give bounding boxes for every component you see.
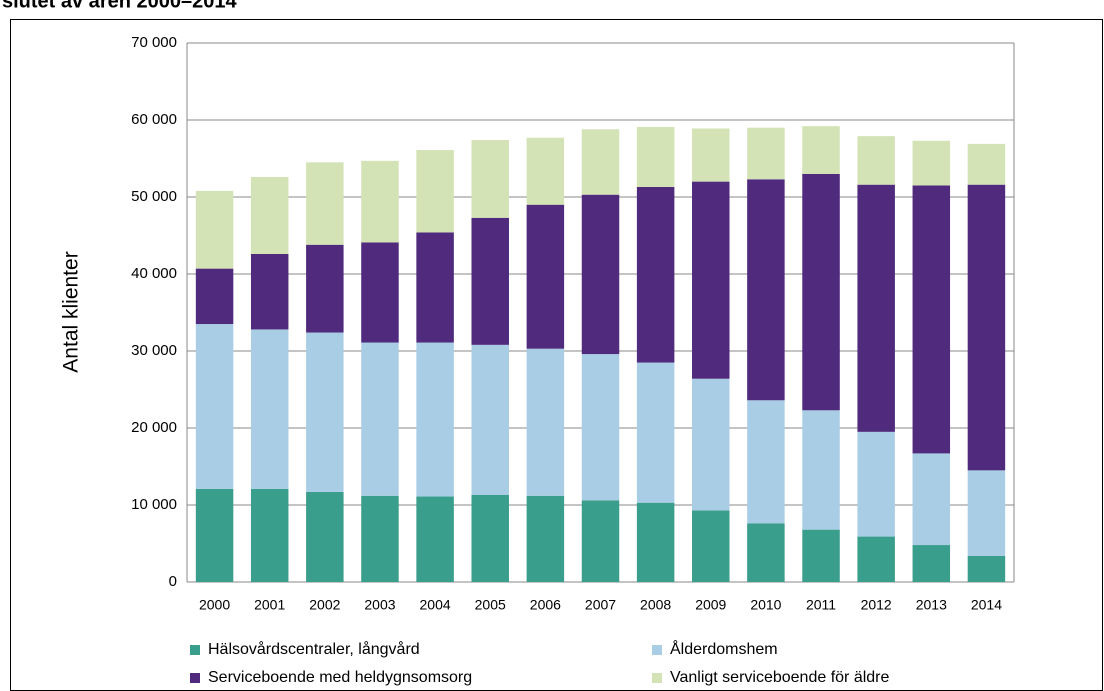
bar-segment bbox=[912, 140, 951, 186]
x-tick-label: 2011 bbox=[806, 597, 836, 613]
bar-segment bbox=[306, 244, 344, 333]
y-tick-label: 60 000 bbox=[131, 111, 177, 128]
x-tick-label: 2012 bbox=[861, 597, 892, 613]
bar-segment bbox=[802, 126, 840, 174]
bar-segment bbox=[802, 173, 840, 411]
bar-segment bbox=[581, 129, 620, 195]
x-tick-label: 2003 bbox=[364, 597, 395, 613]
bar-segment bbox=[581, 194, 620, 355]
bar-segment bbox=[967, 184, 1006, 471]
y-tick-label: 70 000 bbox=[131, 34, 177, 51]
bar-segment bbox=[912, 545, 951, 582]
x-tick-label: 2008 bbox=[640, 597, 671, 613]
bar-segment bbox=[747, 127, 785, 180]
bar-segment bbox=[912, 453, 951, 546]
bar-segment bbox=[636, 186, 675, 363]
y-tick-label: 20 000 bbox=[131, 419, 177, 436]
y-tick-label: 10 000 bbox=[131, 496, 177, 513]
bar-segment bbox=[857, 136, 895, 185]
legend-label: Vanligt serviceboende för äldre bbox=[670, 669, 889, 686]
bar-segment bbox=[581, 354, 620, 501]
bar-segment bbox=[471, 494, 509, 582]
bar-segment bbox=[471, 344, 509, 495]
bar-segment bbox=[802, 529, 840, 582]
bar-segment bbox=[195, 488, 234, 582]
bar-segment bbox=[636, 362, 675, 503]
bar-segment bbox=[857, 536, 895, 582]
bar-segment bbox=[967, 143, 1006, 185]
bar-segment bbox=[361, 495, 399, 582]
legend-swatch bbox=[652, 673, 662, 683]
y-tick-label: 0 bbox=[169, 573, 177, 590]
x-tick-label: 2000 bbox=[199, 597, 230, 613]
bar-segment bbox=[361, 242, 399, 343]
x-tick-label: 2009 bbox=[695, 597, 726, 613]
bar-segment bbox=[747, 400, 785, 524]
legend-swatch bbox=[190, 645, 200, 655]
bar-segment bbox=[692, 378, 730, 511]
bar-segment bbox=[306, 162, 344, 245]
legend-label: Ålderdomshem bbox=[670, 639, 778, 658]
bar-segment bbox=[471, 140, 509, 218]
bar-segment bbox=[195, 268, 234, 325]
bar-segment bbox=[692, 181, 730, 379]
x-tick-label: 2001 bbox=[254, 597, 285, 613]
bar-segment bbox=[416, 150, 454, 233]
bar-segment bbox=[747, 179, 785, 401]
bar-segment bbox=[195, 190, 234, 269]
bar-segment bbox=[636, 502, 675, 582]
bar-segment bbox=[471, 217, 509, 345]
legend-swatch bbox=[190, 673, 200, 683]
bar-segment bbox=[250, 488, 289, 582]
bar-segment bbox=[361, 342, 399, 496]
bar-segment bbox=[857, 431, 895, 537]
bar-segment bbox=[967, 555, 1006, 582]
y-tick-label: 50 000 bbox=[131, 188, 177, 205]
bar-segment bbox=[581, 500, 620, 582]
bar-segment bbox=[250, 253, 289, 330]
y-axis-label: Antal klienter bbox=[60, 251, 83, 372]
bar-segment bbox=[692, 510, 730, 582]
chart-title: slutet av åren 2000–2014 bbox=[2, 0, 237, 12]
bar-segment bbox=[636, 126, 675, 187]
x-tick-label: 2002 bbox=[309, 597, 340, 613]
bar-segment bbox=[361, 160, 399, 243]
bar-segment bbox=[526, 204, 565, 349]
bar-segment bbox=[692, 128, 730, 182]
x-tick-label: 2007 bbox=[585, 597, 616, 613]
y-tick-label: 40 000 bbox=[131, 265, 177, 282]
x-tick-label: 2004 bbox=[420, 597, 451, 613]
bar-segment bbox=[306, 332, 344, 492]
bar-segment bbox=[526, 348, 565, 496]
bar-segment bbox=[416, 342, 454, 497]
x-tick-label: 2005 bbox=[475, 597, 506, 613]
bar-segment bbox=[195, 324, 234, 489]
bar-segment bbox=[526, 137, 565, 205]
bar-segment bbox=[802, 410, 840, 530]
y-tick-label: 30 000 bbox=[131, 342, 177, 359]
bar-segment bbox=[306, 491, 344, 582]
bar-segment bbox=[967, 470, 1006, 556]
legend-label: Serviceboende med heldygnsomsorg bbox=[208, 669, 472, 686]
x-tick-label: 2010 bbox=[750, 597, 781, 613]
bar-segment bbox=[526, 495, 565, 582]
bar-segment bbox=[416, 232, 454, 343]
legend-label: Hälsovårdscentraler, långvård bbox=[208, 640, 420, 658]
x-tick-label: 2013 bbox=[916, 597, 947, 613]
bar-segment bbox=[912, 185, 951, 454]
bar-segment bbox=[250, 176, 289, 254]
bar-segment bbox=[250, 329, 289, 489]
bar-segment bbox=[747, 523, 785, 582]
legend-swatch bbox=[652, 645, 662, 655]
bar-segment bbox=[857, 184, 895, 432]
x-tick-label: 2006 bbox=[530, 597, 561, 613]
x-tick-label: 2014 bbox=[971, 597, 1002, 613]
bar-segment bbox=[416, 496, 454, 582]
